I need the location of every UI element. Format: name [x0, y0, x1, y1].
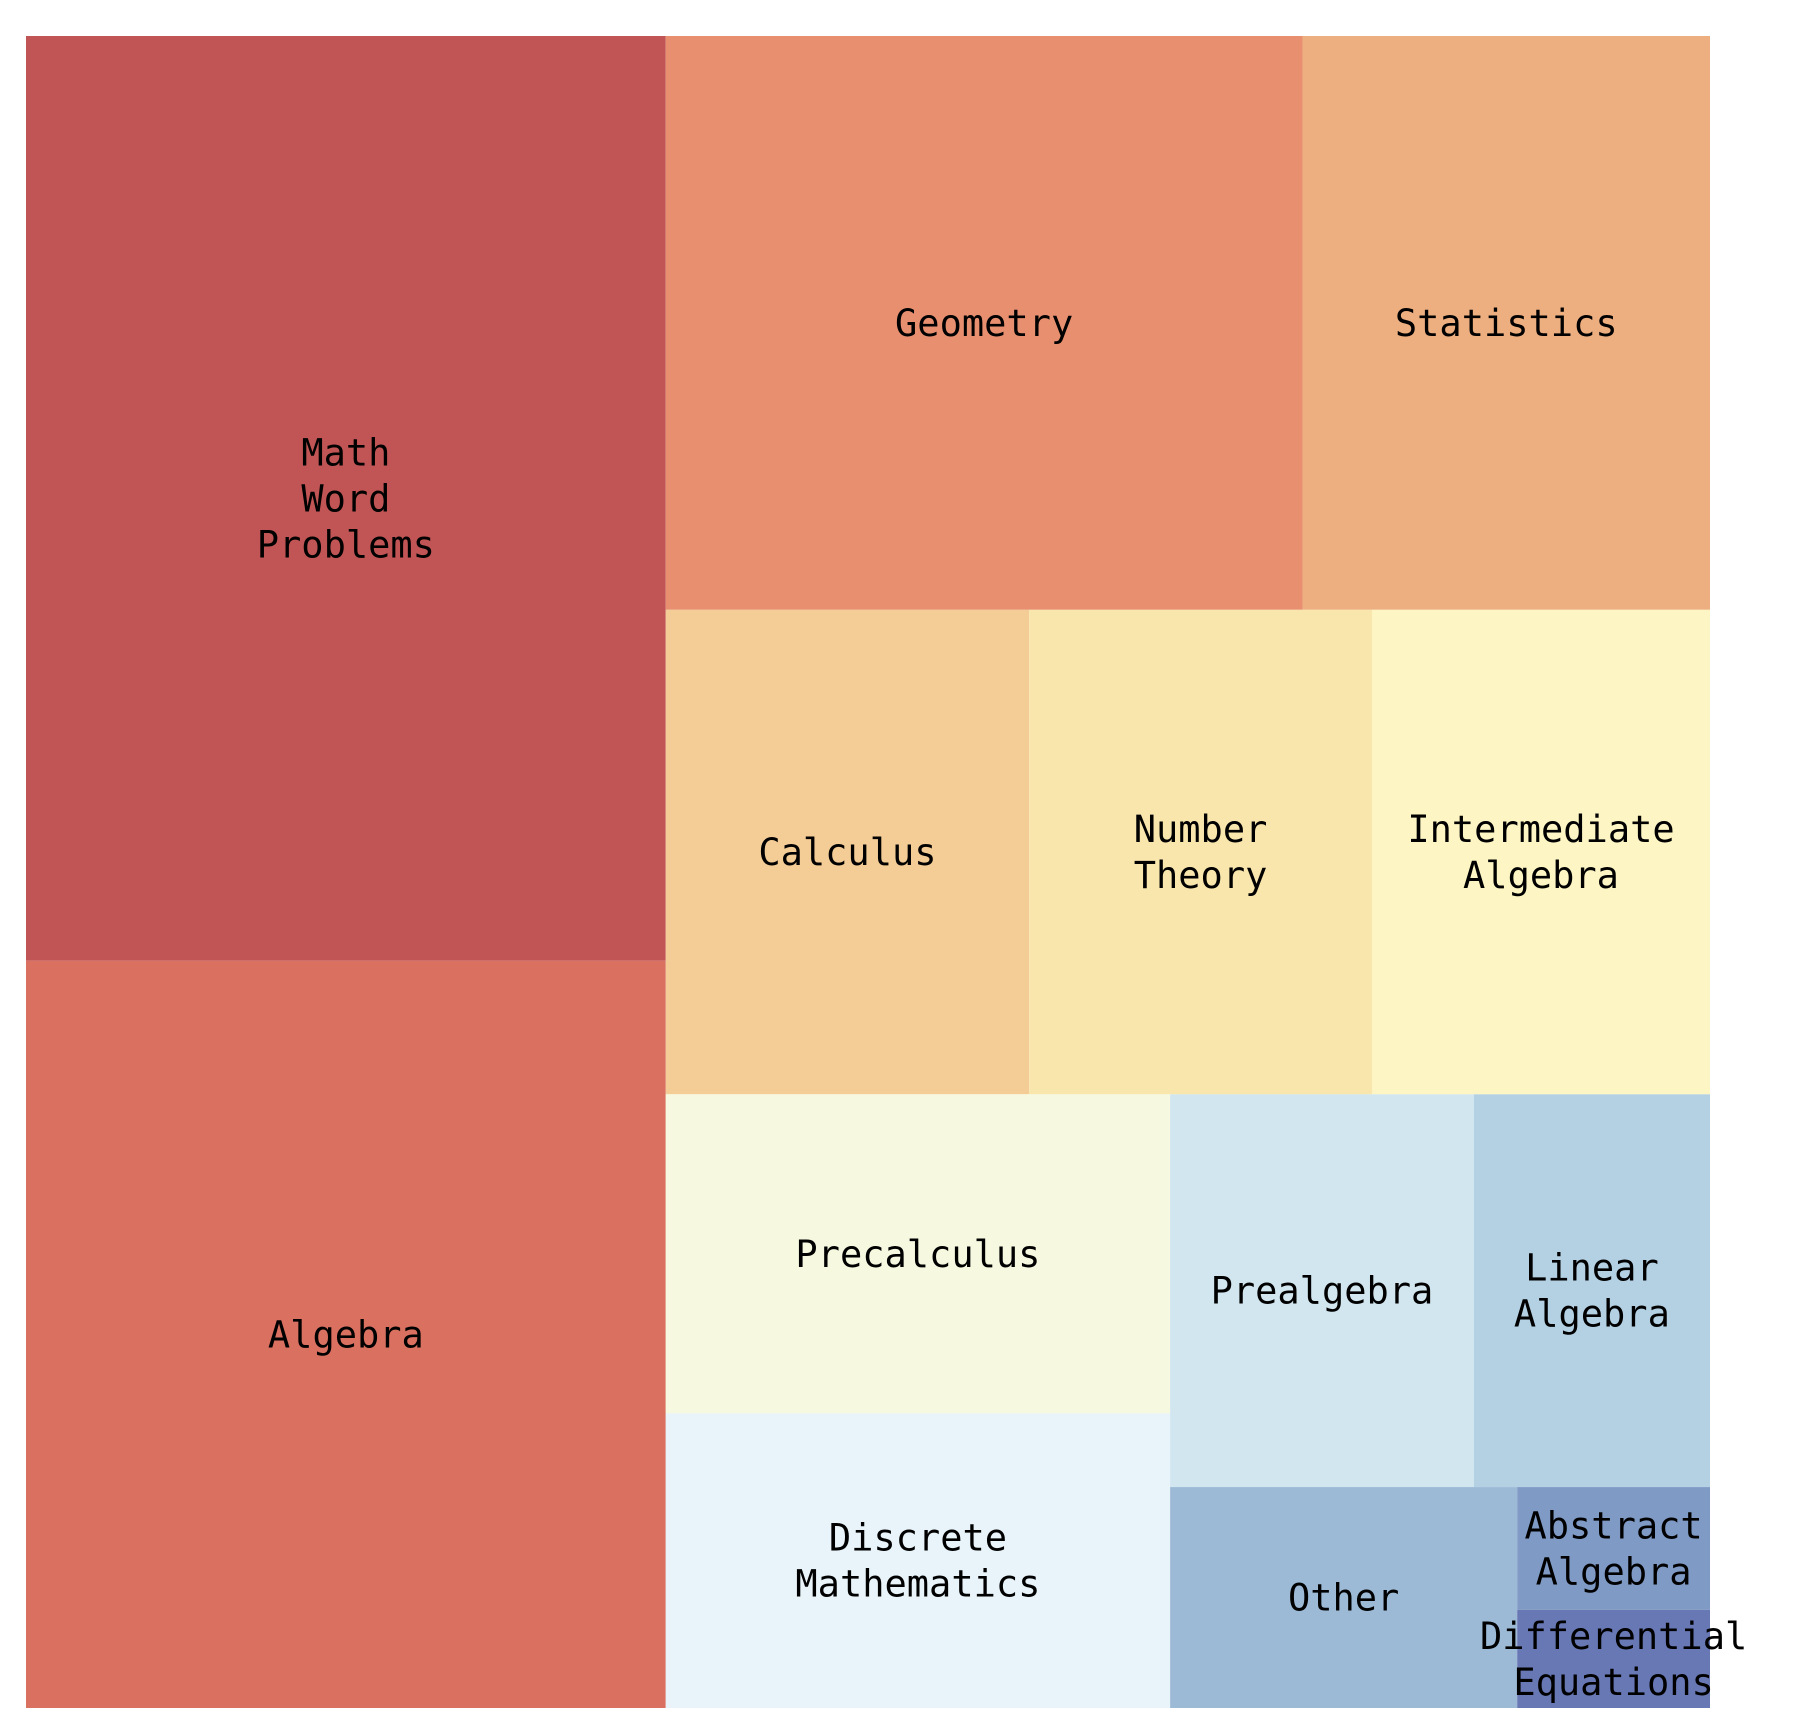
treemap-cell-intermediate-algebra [1372, 609, 1710, 1095]
treemap-label-calculus: Calculus [758, 831, 936, 874]
treemap-cell-precalculus [665, 1094, 1171, 1414]
treemap-cell-statistics [1302, 36, 1710, 610]
treemap-label-geometry: Geometry [895, 302, 1073, 345]
treemap-cell-differential-equations [1517, 1609, 1710, 1708]
treemap-cell-algebra [26, 960, 666, 1708]
treemap-labels: Math Word Problems Algebra Geometry Statistic… [257, 302, 1747, 1704]
treemap-cells [26, 36, 1710, 1708]
treemap-cell-number-theory [1029, 609, 1373, 1095]
treemap-label-intermediate-algebra: Intermediate Algebra [1407, 808, 1674, 897]
treemap-label-precalculus: Precalculus [795, 1233, 1040, 1276]
treemap-label-algebra: Algebra [268, 1313, 424, 1356]
treemap-cell-linear-algebra [1473, 1094, 1710, 1488]
treemap-label-linear-algebra: Linear Algebra [1514, 1247, 1670, 1336]
treemap-label-other: Other [1288, 1577, 1399, 1620]
treemap-cell-prealgebra [1170, 1094, 1474, 1488]
treemap-cell-math-word-problems [26, 36, 666, 961]
treemap-cell-discrete-mathematics [665, 1413, 1171, 1708]
treemap-label-prealgebra: Prealgebra [1211, 1270, 1434, 1313]
treemap-label-math-word-problems: Math Word Problems [257, 431, 435, 566]
treemap-label-number-theory: Number Theory [1134, 808, 1268, 897]
treemap-label-abstract-algebra: Abstract Algebra [1524, 1504, 1702, 1593]
treemap-cell-other [1170, 1487, 1518, 1708]
treemap-label-differential-equations: Differential Equations [1480, 1615, 1747, 1704]
treemap-label-discrete-mathematics: Discrete Mathematics [795, 1517, 1040, 1606]
treemap-label-statistics: Statistics [1395, 302, 1618, 345]
treemap-cell-geometry [665, 36, 1303, 610]
treemap-cell-calculus [665, 609, 1030, 1095]
treemap-cell-abstract-algebra [1517, 1487, 1710, 1610]
